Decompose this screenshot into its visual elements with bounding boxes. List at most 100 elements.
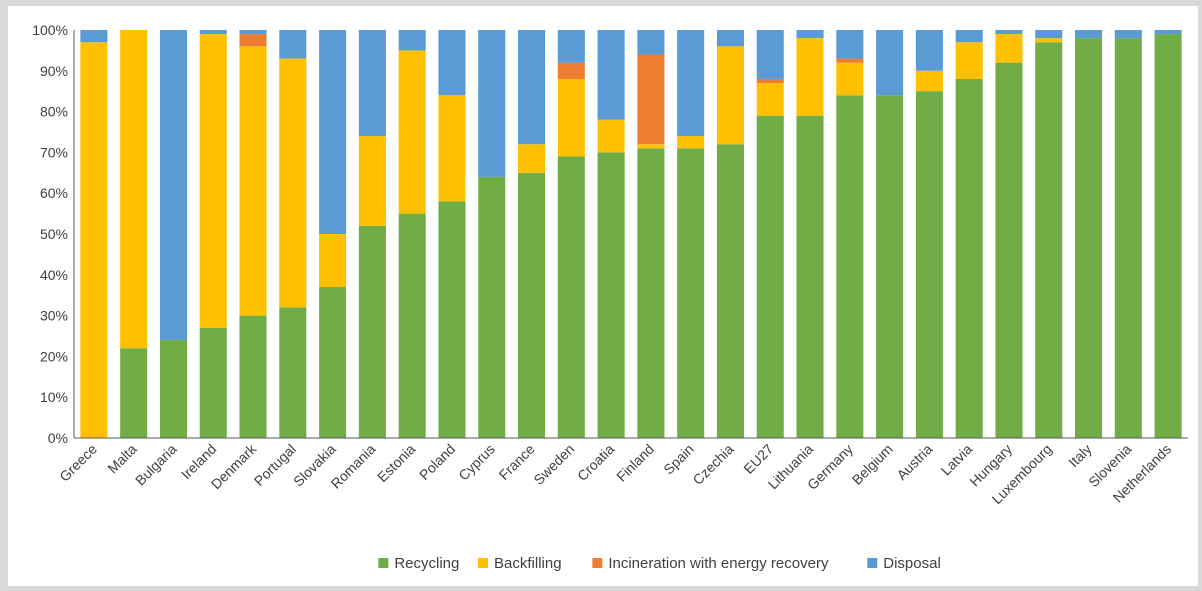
bar-segment [1035, 42, 1063, 439]
bar-segment [279, 307, 307, 438]
bar-segment [637, 148, 665, 438]
bar-segment [80, 42, 108, 439]
bar-segment [1154, 34, 1182, 438]
x-tick-label: Sweden [530, 441, 577, 488]
bar-segment [239, 315, 267, 438]
legend-label: Disposal [883, 555, 941, 572]
bar-segment [358, 30, 386, 137]
bar-segment [398, 30, 426, 51]
y-tick-label: 40% [40, 267, 68, 283]
x-tick-label: Portugal [251, 441, 299, 489]
x-tick-label: Romania [328, 441, 379, 492]
bar-segment [1114, 38, 1142, 438]
bar-segment [1114, 30, 1142, 39]
x-tick-label: Malta [104, 441, 140, 477]
bar-segment [796, 38, 824, 116]
bar-segment [677, 148, 705, 438]
bar-segment [677, 136, 705, 149]
chart-frame: 0% 10% 20% 30% 40% 50% 60% 70% 80% 90% 100% Greece… [8, 6, 1198, 586]
bar-segment [518, 172, 546, 439]
bar-segment [756, 78, 784, 84]
legend-label: Incineration with energy recovery [608, 555, 829, 572]
bar-segment [557, 78, 585, 157]
bar-segment [438, 201, 466, 438]
bar-segment [199, 34, 227, 328]
x-tick-label: Austria [893, 441, 935, 483]
y-axis: 0% 10% 20% 30% 40% 50% 60% 70% 80% 90% 100% [32, 22, 75, 446]
bar-segment [159, 340, 187, 438]
bar-segment [915, 91, 943, 438]
bar-segment [756, 115, 784, 439]
bar-segment [239, 30, 267, 35]
bar-segment [557, 62, 585, 79]
bar-segment [597, 30, 625, 120]
y-tick-label: 30% [40, 308, 68, 324]
x-tick-label: Italy [1065, 441, 1094, 470]
x-tick-label: Denmark [208, 440, 260, 492]
bar-segment [796, 115, 824, 439]
bar-segment [756, 83, 784, 116]
bar-segment [358, 225, 386, 438]
x-tick-label: Bulgaria [132, 441, 180, 489]
bar-segment [637, 54, 665, 145]
bar-segment [955, 78, 983, 439]
bar-segment [518, 144, 546, 173]
x-tick-label: Belgium [849, 441, 896, 488]
bar-segment [319, 30, 347, 234]
bar-segment [239, 34, 267, 47]
legend-label: Backfilling [494, 555, 562, 572]
bar-segment [358, 136, 386, 226]
bar-segment [279, 30, 307, 59]
y-tick-label: 60% [40, 185, 68, 201]
bar-segment [199, 30, 227, 35]
bar-segment [955, 42, 983, 79]
bar-segment [637, 144, 665, 149]
bar-segment [239, 46, 267, 316]
bar-segment [438, 30, 466, 96]
legend-swatch [592, 558, 603, 568]
bar-segment [120, 348, 148, 438]
x-tick-label: Latvia [938, 441, 976, 479]
y-tick-label: 50% [40, 226, 68, 242]
bar-segment [1035, 30, 1063, 39]
bar-segment [478, 30, 506, 177]
bar-segment [756, 30, 784, 79]
bar-segment [398, 50, 426, 214]
bar-segment [995, 30, 1023, 35]
bar-segment [478, 176, 506, 438]
x-tick-label: Czechia [689, 441, 736, 488]
bar-segment [836, 62, 864, 96]
y-tick-label: 80% [40, 104, 68, 120]
bar-segment [1075, 30, 1103, 39]
x-tick-label: Croatia [574, 441, 617, 484]
legend-label: Recycling [394, 555, 459, 572]
legend-swatch [378, 558, 389, 568]
bar-segment [955, 30, 983, 43]
y-tick-label: 0% [48, 430, 68, 446]
bar-segment [159, 30, 187, 341]
bar-segment [716, 30, 744, 47]
bars [80, 30, 1182, 439]
x-tick-label: EU27 [740, 441, 776, 477]
bar-segment [279, 58, 307, 308]
bar-segment [796, 30, 824, 39]
bar-segment [915, 70, 943, 92]
x-tick-label: Poland [416, 441, 458, 483]
bar-segment [319, 234, 347, 288]
bar-segment [1035, 38, 1063, 43]
x-axis: Greece MaltaBulgariaIrelandDenmarkPortuga… [56, 437, 1188, 507]
bar-segment [995, 34, 1023, 63]
y-tick-label: 10% [40, 389, 68, 405]
x-tick-label: Cyprus [455, 441, 498, 484]
bar-segment [80, 30, 108, 43]
bar-segment [557, 30, 585, 63]
x-tick-label: Greece [56, 441, 100, 485]
bar-segment [716, 144, 744, 439]
bar-segment [597, 152, 625, 438]
bar-segment [518, 30, 546, 145]
bar-segment [398, 213, 426, 438]
y-tick-label: 100% [32, 22, 68, 38]
bar-segment [716, 46, 744, 145]
bar-segment [120, 30, 148, 349]
bar-segment [995, 62, 1023, 438]
